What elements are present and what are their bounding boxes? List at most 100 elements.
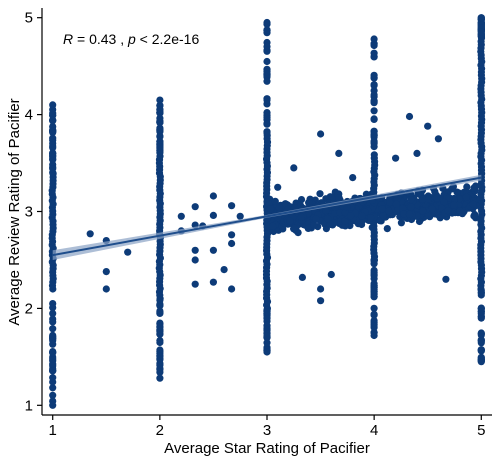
- data-point: [86, 230, 94, 238]
- data-point: [49, 144, 57, 152]
- data-point: [263, 57, 271, 66]
- data-point: [370, 115, 378, 123]
- data-point: [392, 200, 400, 208]
- data-point: [440, 198, 448, 206]
- data-point: [298, 273, 306, 281]
- x-tick-label: 1: [49, 422, 57, 439]
- data-point: [455, 189, 463, 197]
- data-point: [209, 246, 217, 254]
- data-point: [477, 28, 485, 36]
- data-point: [236, 212, 244, 220]
- data-point: [343, 203, 351, 211]
- data-point: [209, 211, 217, 219]
- data-point: [290, 224, 298, 232]
- data-point: [286, 217, 294, 225]
- data-point: [305, 199, 314, 208]
- data-point: [316, 190, 324, 198]
- data-point: [263, 339, 271, 347]
- data-point: [263, 128, 271, 136]
- data-point: [269, 222, 277, 230]
- data-point: [49, 109, 57, 117]
- data-point: [263, 332, 271, 340]
- data-point: [442, 275, 450, 283]
- data-point: [263, 42, 271, 51]
- data-point: [266, 205, 275, 213]
- data-point: [370, 71, 378, 79]
- data-point: [326, 220, 334, 228]
- data-point: [458, 210, 466, 218]
- regression-line: [52, 176, 482, 257]
- data-point: [312, 215, 320, 223]
- data-point: [156, 328, 164, 336]
- data-point: [271, 197, 279, 205]
- data-point: [463, 183, 471, 191]
- data-point: [156, 368, 164, 376]
- data-point: [49, 309, 57, 317]
- data-point: [263, 26, 271, 34]
- data-point: [405, 210, 414, 218]
- data-point: [370, 143, 378, 151]
- data-point: [370, 260, 378, 268]
- y-tick-label: 5: [25, 10, 33, 27]
- data-point: [477, 337, 485, 345]
- data-point: [49, 117, 57, 125]
- data-point: [413, 212, 421, 220]
- data-point: [49, 374, 57, 382]
- data-point: [304, 224, 312, 232]
- data-point: [290, 164, 298, 172]
- annotation-r-value: = 0.43 ,: [73, 31, 128, 47]
- regression-line-layer: [52, 174, 482, 260]
- data-point: [228, 285, 236, 293]
- y-tick-label: 4: [25, 107, 33, 124]
- data-point: [209, 192, 217, 200]
- annotation-text: R = 0.43 , p < 2.2e-16: [63, 31, 199, 47]
- data-point: [297, 196, 306, 204]
- data-point: [400, 210, 408, 218]
- data-point: [370, 49, 378, 57]
- data-point: [385, 207, 393, 215]
- data-point: [156, 346, 164, 354]
- data-point: [450, 201, 458, 209]
- data-point: [370, 311, 378, 319]
- data-point: [327, 270, 335, 279]
- data-point: [370, 304, 378, 312]
- data-point: [407, 203, 415, 211]
- data-point: [263, 109, 271, 117]
- data-point: [49, 165, 57, 173]
- data-point: [156, 338, 164, 347]
- data-point: [433, 194, 441, 202]
- data-point: [49, 360, 57, 368]
- data-point: [370, 97, 378, 105]
- data-point: [431, 188, 439, 196]
- data-point: [49, 391, 57, 399]
- data-point: [156, 322, 164, 331]
- data-point: [49, 325, 57, 333]
- data-point: [383, 225, 391, 233]
- data-point: [297, 213, 305, 221]
- data-point: [424, 195, 433, 203]
- data-point: [49, 349, 57, 357]
- data-point: [228, 231, 236, 239]
- data-point: [228, 202, 236, 210]
- data-point: [370, 130, 378, 138]
- y-tick-label: 3: [25, 204, 33, 221]
- data-point: [358, 212, 366, 220]
- data-point: [49, 367, 57, 375]
- data-point: [477, 289, 485, 297]
- x-axis-title: Average Star Rating of Pacifier: [164, 440, 370, 457]
- data-point: [49, 134, 57, 142]
- annotation-r-symbol: R: [63, 31, 73, 47]
- data-point: [191, 280, 199, 288]
- data-point: [370, 151, 378, 159]
- data-point: [263, 68, 271, 76]
- data-point: [49, 101, 57, 109]
- data-point: [415, 217, 424, 226]
- data-point: [419, 207, 427, 215]
- data-point: [156, 126, 164, 134]
- data-point: [393, 195, 402, 203]
- data-point: [445, 194, 453, 202]
- data-point: [191, 246, 199, 254]
- data-point: [335, 194, 343, 202]
- data-point: [263, 96, 271, 104]
- data-point: [49, 340, 57, 348]
